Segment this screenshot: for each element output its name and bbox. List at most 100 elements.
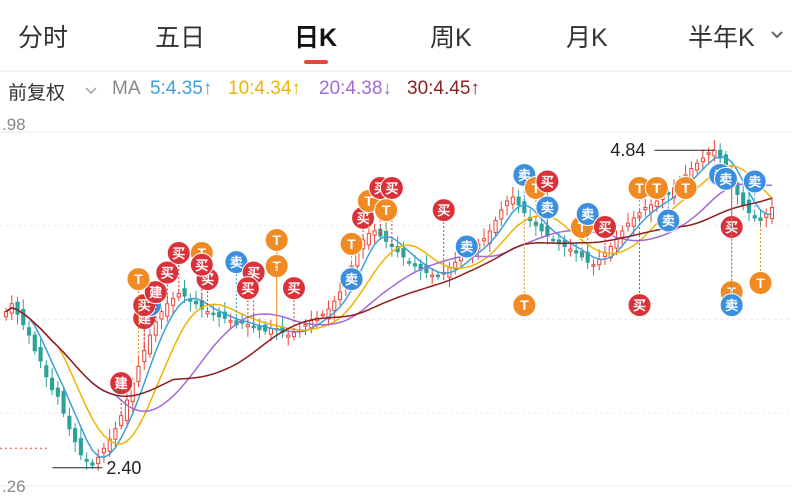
trade-marker-t[interactable]: T <box>512 212 537 318</box>
trade-marker-sell[interactable]: 卖 <box>719 181 744 318</box>
trade-marker-sell[interactable]: 卖 <box>656 194 681 233</box>
trade-marker-circle <box>264 228 289 253</box>
candle-body <box>516 196 521 206</box>
candle-body <box>504 200 510 206</box>
trade-marker-sell[interactable]: 卖 <box>742 169 767 218</box>
trade-marker-circle <box>454 234 479 259</box>
trade-marker-label: 买 <box>161 266 174 281</box>
trade-marker-sell[interactable]: 卖 <box>454 234 479 259</box>
candle-body <box>620 230 625 238</box>
trade-marker-t[interactable]: T <box>748 220 773 295</box>
trade-marker-label: T <box>532 180 541 196</box>
candle-body <box>78 438 83 456</box>
trade-marker-sell[interactable]: 卖 <box>535 195 560 237</box>
candle-body <box>706 152 711 155</box>
candle-body <box>217 312 222 318</box>
tab-yuek[interactable]: 月K <box>566 24 608 52</box>
period-tabs: 分时 五日 日K 周K 月K 半年K <box>0 0 792 66</box>
trade-marker-sell[interactable]: 卖 <box>339 266 364 292</box>
candle-body <box>90 462 95 466</box>
candle-body <box>263 324 268 332</box>
kline-chart[interactable]: .98.264.842.40建建清买建买T买买T买卖买T买买T卖T买T买买T买卖… <box>0 110 792 500</box>
trade-marker-circle <box>235 276 260 301</box>
trade-marker-t[interactable]: T <box>339 231 364 267</box>
trade-marker-circle <box>673 175 698 200</box>
chevron-down-icon[interactable] <box>84 84 98 98</box>
trade-marker-label: T <box>653 180 662 196</box>
trade-marker-buy[interactable]: 买 <box>281 276 306 333</box>
ma20-value: 20:4.38↓ <box>319 78 392 99</box>
trade-marker-circle <box>512 293 537 318</box>
candle-body <box>412 263 417 267</box>
y-tick-label: .26 <box>2 477 26 496</box>
candle-body <box>147 334 153 355</box>
trade-marker-label: 卖 <box>518 168 531 183</box>
candle-body <box>366 233 371 246</box>
trade-marker-circle <box>155 260 180 285</box>
candle-body <box>337 291 343 301</box>
active-tab-indicator <box>304 60 328 64</box>
trade-marker-sell[interactable]: 卖 <box>575 201 600 263</box>
trade-marker-buy[interactable]: 建 <box>143 280 168 323</box>
trade-marker-label: T <box>382 202 391 218</box>
ma-label: MA <box>112 78 141 99</box>
candle-body <box>38 347 43 362</box>
ma10-value: 10:4.34↑ <box>228 78 301 99</box>
trade-marker-circle <box>742 169 767 194</box>
candle-body <box>401 248 406 258</box>
candle-body <box>435 274 441 278</box>
trade-marker-label: 买 <box>195 258 208 273</box>
candle-body <box>176 292 181 298</box>
trade-marker-buy[interactable]: 买 <box>166 241 191 294</box>
trade-marker-buy[interactable]: 买 <box>535 169 560 237</box>
trade-marker-buy[interactable]: 买 <box>379 175 404 247</box>
candle-body <box>170 298 176 306</box>
trade-marker-label: T <box>635 180 644 196</box>
trade-marker-t[interactable]: T <box>264 254 289 330</box>
trade-marker-sell[interactable]: 卖 <box>713 166 738 191</box>
ma10-line <box>5 164 773 445</box>
trade-marker-buy[interactable]: 买 <box>235 276 260 325</box>
candle-body <box>101 447 106 454</box>
trade-marker-label: 卖 <box>345 272 358 287</box>
tab-wuri[interactable]: 五日 <box>155 24 206 52</box>
trade-marker-t[interactable]: T <box>673 174 698 200</box>
trade-marker-label: 买 <box>437 203 450 218</box>
adjust-mode-label[interactable]: 前复权 <box>8 83 66 104</box>
candle-body <box>61 391 66 414</box>
candle-body <box>55 387 60 397</box>
candle-body <box>211 312 216 316</box>
trade-marker-label: 卖 <box>541 200 554 215</box>
candle-body <box>643 206 648 211</box>
tab-rik[interactable]: 日K <box>294 24 338 52</box>
tab-zhouk[interactable]: 周K <box>430 24 472 52</box>
candle-body <box>741 192 746 206</box>
candle-body <box>205 311 210 315</box>
trade-marker-t[interactable]: T <box>126 267 151 367</box>
candle-body <box>113 428 118 440</box>
ma5-value: 5:4.35↑ <box>150 78 213 99</box>
chevron-down-icon[interactable] <box>770 30 784 40</box>
tab-bannian-k[interactable]: 半年K <box>688 24 755 52</box>
trade-marker-buy[interactable]: 买 <box>592 215 617 254</box>
candle-body <box>695 162 700 171</box>
trade-marker-t[interactable]: T <box>644 175 669 201</box>
trade-marker-label: T <box>347 236 356 252</box>
trade-marker-t[interactable]: T <box>264 228 289 330</box>
trade-marker-buy[interactable]: 买 <box>155 260 180 304</box>
candle-body <box>493 220 498 233</box>
trade-marker-t[interactable]: T <box>374 198 399 242</box>
candle-body <box>499 209 504 220</box>
candle-body <box>67 415 72 430</box>
trade-marker-circle <box>592 215 617 240</box>
tab-fenshi[interactable]: 分时 <box>18 24 69 52</box>
trade-marker-buy[interactable]: 建 <box>109 371 134 416</box>
trade-marker-circle <box>575 201 600 226</box>
trade-marker-sell[interactable]: 卖 <box>224 250 249 325</box>
trade-marker-buy[interactable]: 买 <box>189 252 214 309</box>
candle-body <box>193 300 199 305</box>
trade-marker-buy[interactable]: 买 <box>627 212 652 318</box>
trade-marker-buy[interactable]: 买 <box>431 198 456 273</box>
trade-marker-circle <box>189 252 214 277</box>
candle-body <box>21 309 26 326</box>
